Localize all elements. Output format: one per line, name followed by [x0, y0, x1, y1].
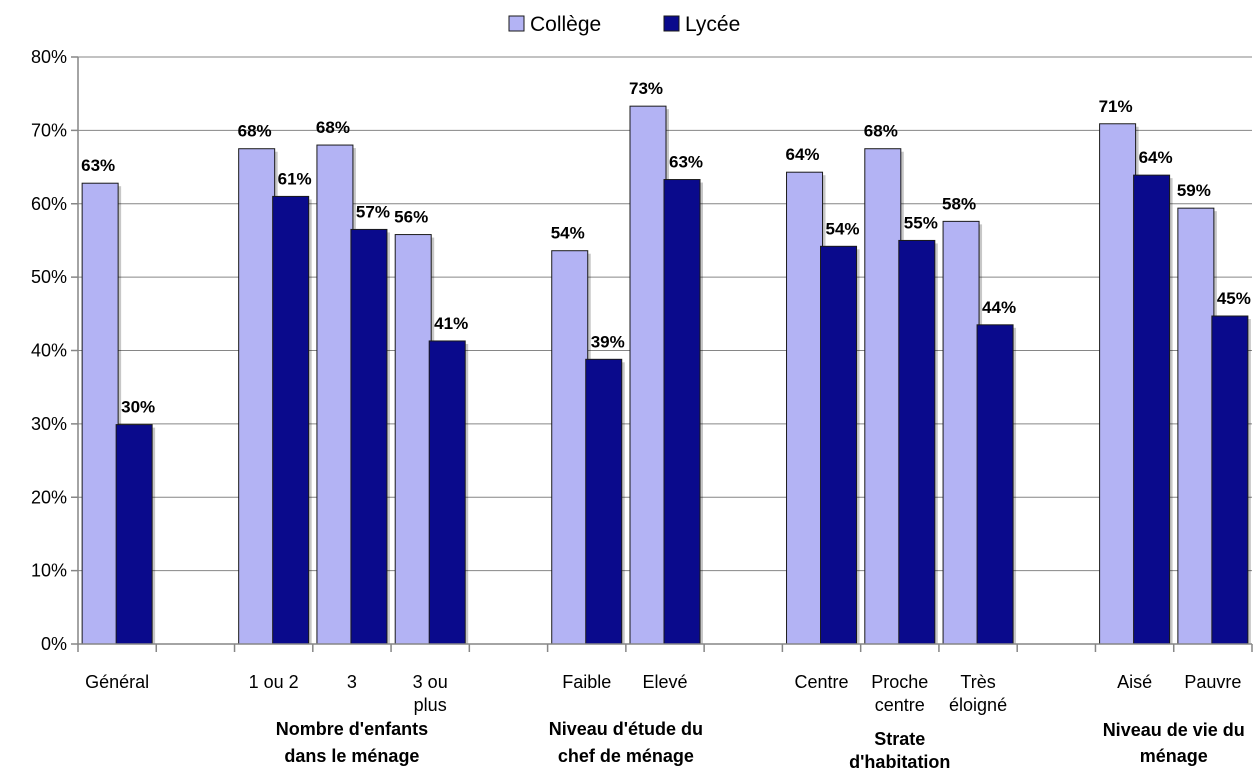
y-tick-label: 10% — [31, 561, 67, 581]
group-labels: Nombre d'enfants dans le ménage Niveau d'é… — [276, 719, 1245, 772]
y-tick-label: 80% — [31, 47, 67, 67]
bar-lycee — [898, 239, 936, 645]
category-label: centre — [875, 695, 925, 715]
bar-college — [942, 220, 980, 645]
legend-label: Collège — [530, 13, 601, 36]
data-label: 64% — [1139, 148, 1173, 167]
legend-swatch — [663, 15, 680, 32]
bar-lycee — [428, 340, 466, 645]
data-label: 39% — [591, 332, 625, 351]
category-label: Faible — [562, 672, 611, 692]
data-label: 61% — [278, 169, 312, 188]
group-label: Nombre d'enfants — [276, 719, 428, 739]
group-label: d'habitation — [849, 752, 950, 772]
bar-lycee — [1211, 315, 1249, 645]
data-label: 68% — [238, 122, 272, 141]
group-label: Niveau d'étude du — [549, 719, 703, 739]
x-axis — [77, 643, 1253, 652]
category-label: Elevé — [642, 672, 687, 692]
category-label: Proche — [871, 672, 928, 692]
category-label: plus — [414, 695, 447, 715]
data-label: 63% — [81, 156, 115, 175]
bar-lycee — [820, 245, 858, 645]
data-label: 63% — [669, 153, 703, 172]
bar-college — [551, 250, 589, 645]
data-labels: 63%30%68%61%68%57% 56%41%54%39%73%63% 64%5… — [81, 79, 1251, 416]
data-label: 56% — [394, 208, 428, 227]
data-label: 45% — [1217, 289, 1251, 308]
data-label: 71% — [1099, 97, 1133, 116]
bar-lycee — [272, 195, 310, 645]
group-label: ménage — [1140, 746, 1208, 766]
bar-lycee — [663, 179, 701, 645]
bar-lycee — [585, 358, 623, 645]
group-label: Strate — [874, 729, 925, 749]
bar-college — [1177, 207, 1215, 645]
data-label: 68% — [864, 122, 898, 141]
bar-college — [394, 234, 432, 645]
data-label: 73% — [629, 79, 663, 98]
legend-swatch — [508, 15, 525, 32]
y-tick-label: 30% — [31, 414, 67, 434]
data-label: 44% — [982, 298, 1016, 317]
y-tick-label: 70% — [31, 120, 67, 140]
category-label: 3 — [347, 672, 357, 692]
group-label: Niveau de vie du — [1103, 720, 1245, 740]
data-label: 55% — [904, 213, 938, 232]
category-label: 3 ou — [413, 672, 448, 692]
legend-label: Lycée — [685, 13, 740, 36]
category-labels: Général 1 ou 2 3 3 ou plus Faible Elevé Centre P… — [85, 672, 1241, 715]
category-label: Aisé — [1117, 672, 1152, 692]
category-label: Pauvre — [1184, 672, 1241, 692]
bar-college — [238, 148, 276, 645]
bar-lycee — [976, 324, 1014, 645]
category-label: Général — [85, 672, 149, 692]
group-label: chef de ménage — [558, 746, 694, 766]
data-label: 41% — [434, 314, 468, 333]
data-label: 68% — [316, 118, 350, 137]
category-label: Centre — [795, 672, 849, 692]
data-label: 54% — [826, 219, 860, 238]
y-tick-label: 20% — [31, 487, 67, 507]
category-label: 1 ou 2 — [249, 672, 299, 692]
y-tick-label: 50% — [31, 267, 67, 287]
y-tick-label: 60% — [31, 194, 67, 214]
bar-college — [629, 105, 667, 645]
category-label: Très — [960, 672, 995, 692]
data-label: 59% — [1177, 181, 1211, 200]
bar-lycee — [1133, 174, 1171, 645]
bar-college — [786, 171, 824, 645]
group-label: dans le ménage — [284, 746, 419, 766]
bars — [81, 105, 1251, 645]
bar-college — [81, 182, 119, 645]
bar-college — [864, 148, 902, 645]
bar-lycee — [115, 424, 153, 645]
data-label: 64% — [786, 145, 820, 164]
bar-college — [1099, 123, 1137, 645]
bar-lycee — [350, 228, 388, 645]
category-label: éloigné — [949, 695, 1007, 715]
bar-college — [316, 144, 354, 645]
y-tick-label: 40% — [31, 341, 67, 361]
y-tick-label: 0% — [41, 634, 67, 654]
y-axis: 0% 10% 20% 30% 40% 50% 60% 70% 80% — [31, 47, 79, 654]
data-label: 30% — [121, 398, 155, 417]
legend: Collège Lycée — [508, 13, 740, 36]
data-label: 57% — [356, 202, 390, 221]
data-label: 58% — [942, 194, 976, 213]
data-label: 54% — [551, 224, 585, 243]
